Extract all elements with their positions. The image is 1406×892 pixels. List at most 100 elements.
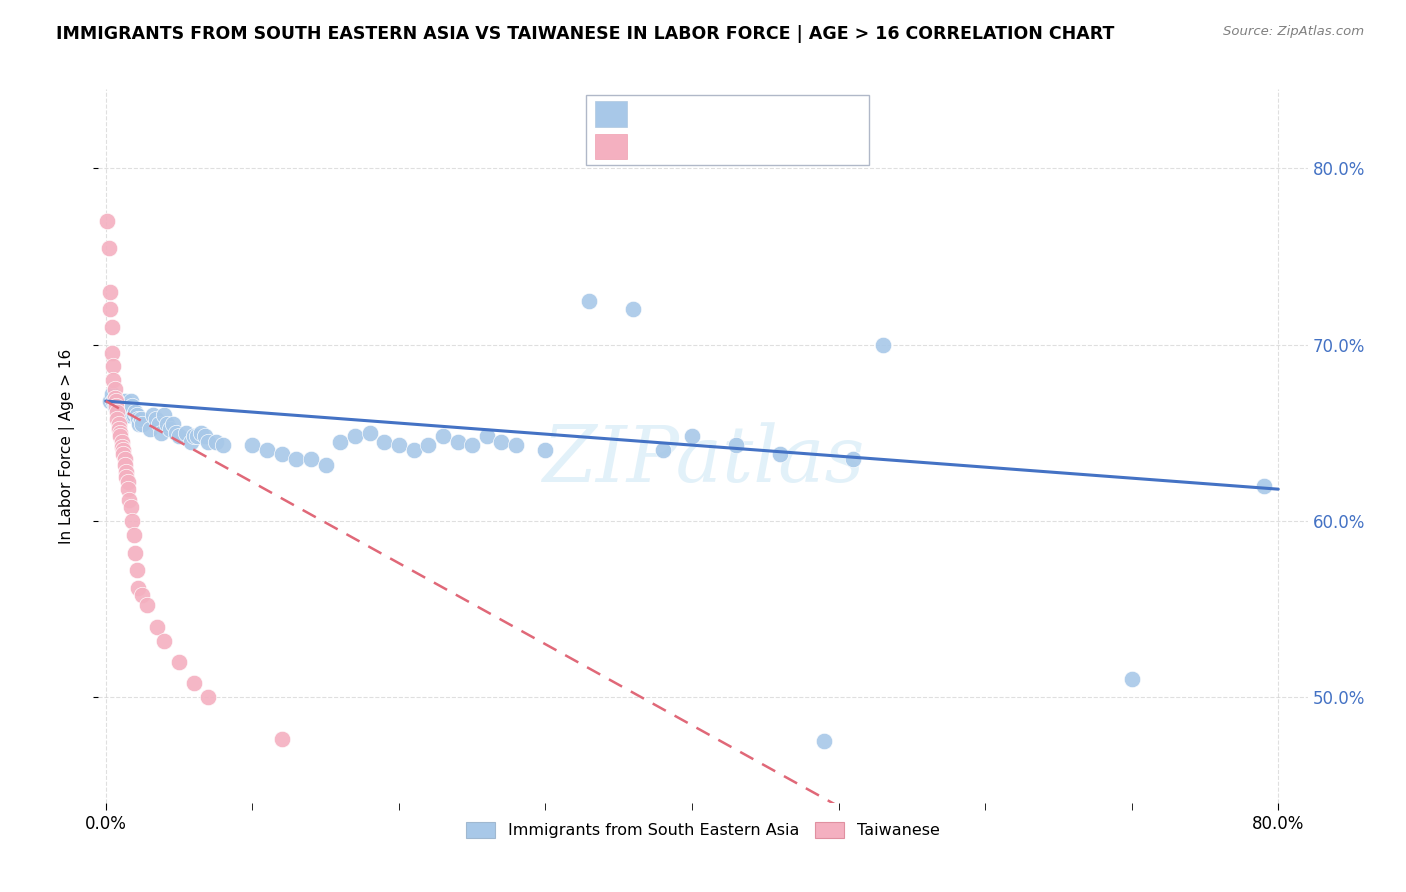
Point — [315, 458, 337, 472]
Point — [97, 241, 120, 255]
Point — [101, 394, 124, 409]
Point — [153, 408, 176, 422]
Point — [156, 417, 179, 431]
Point — [111, 400, 134, 414]
Point — [100, 387, 122, 401]
Point — [142, 408, 165, 422]
FancyBboxPatch shape — [595, 101, 627, 127]
Point — [153, 633, 176, 648]
FancyBboxPatch shape — [586, 95, 869, 165]
Point — [105, 394, 128, 409]
Point — [204, 434, 226, 449]
Point — [651, 443, 673, 458]
Point — [110, 425, 132, 440]
Point — [388, 438, 411, 452]
Point — [186, 429, 208, 443]
Point — [120, 394, 142, 409]
Point — [194, 429, 217, 443]
Point — [118, 408, 141, 422]
Text: R =  -0.108: R = -0.108 — [638, 139, 725, 153]
Point — [872, 337, 894, 351]
Point — [621, 302, 644, 317]
Point — [329, 434, 352, 449]
Point — [724, 438, 747, 452]
Point — [108, 422, 131, 436]
Point — [432, 429, 454, 443]
Point — [103, 382, 125, 396]
Point — [270, 447, 292, 461]
Point — [117, 475, 139, 489]
Point — [103, 391, 125, 405]
Point — [165, 425, 187, 440]
Point — [118, 492, 141, 507]
Point — [112, 443, 135, 458]
Point — [343, 429, 366, 443]
Point — [125, 408, 148, 422]
Point — [534, 443, 557, 458]
Point — [100, 346, 122, 360]
Point — [96, 214, 118, 228]
Point — [117, 404, 139, 418]
Point — [110, 394, 132, 409]
Point — [212, 438, 235, 452]
Point — [190, 425, 212, 440]
Point — [578, 293, 600, 308]
Text: Source: ZipAtlas.com: Source: ZipAtlas.com — [1223, 25, 1364, 38]
Text: N =  71: N = 71 — [770, 106, 830, 121]
Point — [105, 400, 128, 414]
Point — [114, 394, 136, 409]
Point — [107, 404, 129, 418]
Point — [127, 411, 149, 425]
Point — [110, 429, 132, 443]
Point — [127, 581, 149, 595]
Point — [108, 417, 131, 431]
Text: N =  43: N = 43 — [770, 139, 830, 153]
Point — [129, 411, 152, 425]
Point — [112, 404, 135, 418]
Point — [112, 447, 135, 461]
Point — [121, 400, 143, 414]
Point — [769, 447, 792, 461]
Point — [122, 528, 145, 542]
Point — [491, 434, 513, 449]
Point — [505, 438, 527, 452]
Y-axis label: In Labor Force | Age > 16: In Labor Force | Age > 16 — [59, 349, 75, 543]
Point — [101, 373, 124, 387]
Point — [197, 434, 219, 449]
Point — [120, 500, 142, 514]
Point — [103, 400, 125, 414]
Point — [100, 320, 122, 334]
Point — [125, 563, 148, 577]
Point — [162, 417, 184, 431]
Point — [270, 732, 292, 747]
Point — [121, 514, 143, 528]
Point — [1121, 673, 1143, 687]
Point — [105, 394, 128, 409]
FancyBboxPatch shape — [595, 134, 627, 160]
Point — [111, 440, 134, 454]
Point — [135, 599, 157, 613]
Text: IMMIGRANTS FROM SOUTH EASTERN ASIA VS TAIWANESE IN LABOR FORCE | AGE > 16 CORREL: IMMIGRANTS FROM SOUTH EASTERN ASIA VS TA… — [56, 25, 1115, 43]
Point — [131, 588, 153, 602]
Point — [108, 400, 131, 414]
Point — [111, 434, 134, 449]
Point — [240, 438, 263, 452]
Point — [167, 429, 190, 443]
Point — [117, 482, 139, 496]
Point — [107, 394, 129, 409]
Point — [1253, 478, 1275, 492]
Legend: Immigrants from South Eastern Asia, Taiwanese: Immigrants from South Eastern Asia, Taiw… — [460, 815, 946, 845]
Point — [138, 422, 160, 436]
Point — [461, 438, 484, 452]
Point — [148, 417, 170, 431]
Point — [98, 285, 121, 299]
Point — [176, 425, 198, 440]
Point — [107, 411, 129, 425]
Point — [475, 429, 498, 443]
Point — [114, 452, 136, 467]
Point — [197, 690, 219, 704]
Point — [813, 734, 835, 748]
Point — [128, 417, 150, 431]
Point — [299, 452, 322, 467]
Point — [285, 452, 308, 467]
